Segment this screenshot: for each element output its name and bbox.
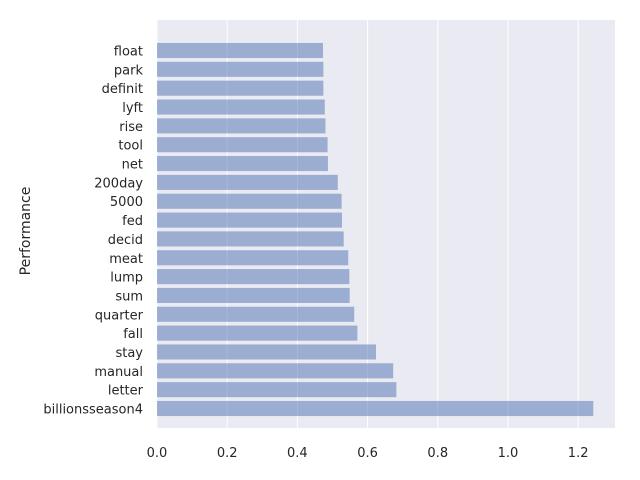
y-tick-label: definit <box>102 82 143 97</box>
y-tick-label: sum <box>115 289 143 304</box>
bar <box>157 42 324 59</box>
bar <box>157 61 324 77</box>
bars <box>157 42 594 417</box>
bar <box>157 325 358 341</box>
y-tick-label: quarter <box>95 308 144 323</box>
bar <box>157 231 344 247</box>
x-tick-label: 0.4 <box>287 446 308 461</box>
y-tick-label: stay <box>115 346 143 361</box>
bar <box>157 344 376 360</box>
y-tick-label: float <box>114 45 143 60</box>
y-tick-label: park <box>114 63 144 78</box>
y-tick-label: billionsseason4 <box>43 403 143 418</box>
y-tick-label: fall <box>123 327 143 342</box>
y-tick-label: fed <box>122 214 143 229</box>
bar <box>157 306 355 322</box>
x-tick-label: 0.0 <box>147 446 168 461</box>
y-tick-label: lyft <box>122 101 143 116</box>
y-tick-label: manual <box>94 365 143 380</box>
y-tick-label: meat <box>109 252 143 267</box>
y-tick-labels: billionsseason4 letter manual stay fall quart… <box>43 45 143 418</box>
y-tick-label: letter <box>108 384 144 399</box>
bar <box>157 250 349 266</box>
y-tick-label: net <box>122 158 143 173</box>
bar <box>157 382 397 398</box>
y-tick-label: decid <box>108 233 143 248</box>
y-tick-label: 200day <box>94 176 143 191</box>
bar <box>157 80 324 96</box>
bar <box>157 400 594 417</box>
bar <box>157 212 342 228</box>
x-tick-label: 1.0 <box>498 446 519 461</box>
x-tick-labels: 0.0 0.2 0.4 0.6 0.8 1.0 1.2 <box>147 446 589 461</box>
bar <box>157 287 350 303</box>
bar <box>157 99 325 115</box>
bar <box>157 118 326 134</box>
bar <box>157 156 328 172</box>
x-tick-label: 0.8 <box>427 446 448 461</box>
y-tick-label: rise <box>119 120 143 135</box>
bar <box>157 269 350 285</box>
y-tick-label: 5000 <box>110 195 143 210</box>
x-tick-label: 0.2 <box>217 446 238 461</box>
y-axis-label: Performance <box>18 187 34 276</box>
bar <box>157 174 338 190</box>
bar <box>157 137 328 153</box>
bar <box>157 193 342 209</box>
x-tick-label: 0.6 <box>357 446 378 461</box>
x-tick-label: 1.2 <box>568 446 589 461</box>
bar <box>157 363 394 379</box>
y-tick-label: lump <box>110 271 143 286</box>
y-tick-label: tool <box>118 139 143 154</box>
